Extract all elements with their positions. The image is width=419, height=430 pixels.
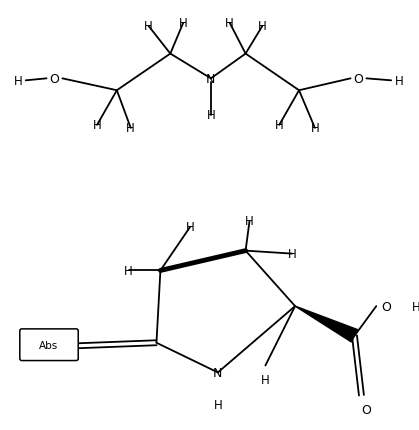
Text: O: O	[381, 300, 391, 313]
Text: H: H	[258, 20, 267, 33]
Text: H: H	[93, 119, 101, 132]
Text: H: H	[13, 75, 22, 88]
Text: H: H	[144, 20, 153, 33]
Text: H: H	[213, 398, 222, 411]
Text: H: H	[275, 119, 284, 132]
Text: Abs: Abs	[39, 340, 58, 350]
Text: H: H	[207, 109, 215, 122]
Text: N: N	[206, 73, 216, 86]
Text: H: H	[261, 373, 270, 386]
Text: H: H	[411, 300, 419, 313]
Text: H: H	[310, 122, 319, 135]
Text: H: H	[288, 248, 297, 261]
Text: H: H	[225, 17, 234, 31]
Text: O: O	[49, 73, 59, 86]
Text: N: N	[213, 366, 222, 379]
Text: H: H	[127, 122, 135, 135]
Text: H: H	[179, 17, 188, 31]
Polygon shape	[295, 307, 357, 342]
Text: H: H	[245, 215, 254, 228]
Text: O: O	[362, 402, 371, 416]
Text: H: H	[186, 221, 194, 234]
Text: H: H	[124, 264, 133, 277]
Text: O: O	[354, 73, 363, 86]
FancyBboxPatch shape	[20, 329, 78, 361]
Text: H: H	[395, 75, 403, 88]
